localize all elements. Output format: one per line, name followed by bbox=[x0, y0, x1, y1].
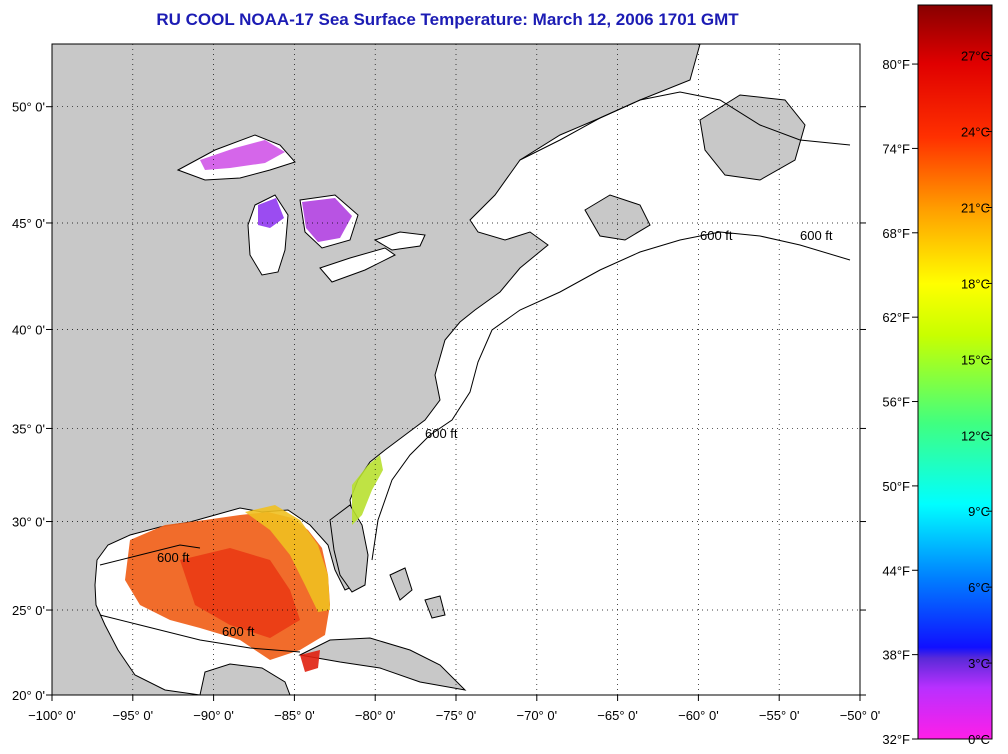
colorbar-celsius-scale: 27°C 24°C 21°C 18°C 15°C 12°C 9°C 6°C 3°C 0°C bbox=[961, 49, 992, 747]
lon-tick-label: −80° 0' bbox=[355, 708, 396, 723]
colorbar-c-label: 3°C bbox=[968, 656, 990, 671]
lon-tick-label: −90° 0' bbox=[193, 708, 234, 723]
land-newfoundland bbox=[699, 94, 806, 181]
lon-tick-label: −65° 0' bbox=[597, 708, 638, 723]
land-bahamas bbox=[389, 567, 446, 619]
sst-atlantic-coast bbox=[352, 455, 383, 525]
lat-tick-label: 20° 0' bbox=[12, 688, 45, 703]
colorbar-f-label: 50°F bbox=[882, 479, 910, 494]
contour-label-3: 600 ft bbox=[425, 426, 458, 441]
colorbar-f-label: 62°F bbox=[882, 310, 910, 325]
sst-west-florida-shelf bbox=[245, 505, 330, 612]
latitude-axis: 20° 0' 25° 0' 30° 0' 35° 0' 40° 0' 45° 0' 50° … bbox=[12, 100, 45, 703]
lat-tick-label: 30° 0' bbox=[12, 515, 45, 530]
lat-tick-label: 40° 0' bbox=[12, 322, 45, 337]
lake-ontario bbox=[373, 231, 426, 251]
colorbar-f-label: 56°F bbox=[882, 395, 910, 410]
isobath-600ft bbox=[99, 91, 851, 653]
colorbar-c-label: 18°C bbox=[961, 276, 990, 291]
colorbar-c-label: 24°C bbox=[961, 125, 990, 140]
lat-tick-label: 50° 0' bbox=[12, 100, 45, 115]
colorbar-f-label: 80°F bbox=[882, 57, 910, 72]
colorbar-c-label: 21°C bbox=[961, 200, 990, 215]
colorbar-f-label: 38°F bbox=[882, 648, 910, 663]
colorbar-c-label: 9°C bbox=[968, 504, 990, 519]
colorbar-f-label: 68°F bbox=[882, 226, 910, 241]
colorbar-c-label: 0°C bbox=[968, 732, 990, 747]
lon-tick-label: −75° 0' bbox=[436, 708, 477, 723]
lon-tick-label: −85° 0' bbox=[274, 708, 315, 723]
sst-cuba-strip bbox=[300, 650, 320, 672]
contour-label-5: 600 ft bbox=[800, 228, 833, 243]
colorbar: 80°F 74°F 68°F 62°F 56°F 50°F 44°F 38°F 32°F 27°… bbox=[882, 4, 993, 747]
sst-gulf-warm-core bbox=[180, 548, 300, 638]
lake-erie bbox=[319, 247, 396, 283]
colorbar-c-label: 12°C bbox=[961, 428, 990, 443]
contour-label-1: 600 ft bbox=[157, 550, 190, 565]
lon-tick-label: −100° 0' bbox=[28, 708, 76, 723]
lon-tick-label: −95° 0' bbox=[113, 708, 154, 723]
land-yucatan bbox=[199, 663, 291, 695]
map-frame bbox=[51, 43, 861, 696]
sst-lake-superior bbox=[200, 140, 285, 170]
colorbar-f-label: 44°F bbox=[882, 563, 910, 578]
sst-lake-huron bbox=[302, 198, 352, 242]
lat-tick-label: 35° 0' bbox=[12, 421, 45, 436]
contour-label-4: 600 ft bbox=[700, 228, 733, 243]
map-title: RU COOL NOAA-17 Sea Surface Temperature:… bbox=[156, 10, 739, 29]
colorbar-f-label: 32°F bbox=[882, 732, 910, 747]
graticule bbox=[46, 44, 866, 701]
lon-tick-label: −55° 0' bbox=[759, 708, 800, 723]
land-cuba bbox=[298, 637, 467, 691]
colorbar-c-label: 15°C bbox=[961, 352, 990, 367]
lon-tick-label: −50° 0' bbox=[840, 708, 881, 723]
longitude-axis: −100° 0' −95° 0' −90° 0' −85° 0' −80° 0' −75°… bbox=[28, 708, 880, 723]
lon-tick-label: −70° 0' bbox=[517, 708, 558, 723]
land-north-america bbox=[52, 44, 701, 695]
land-nova-scotia bbox=[584, 194, 651, 241]
colorbar-fahrenheit-scale: 80°F 74°F 68°F 62°F 56°F 50°F 44°F 38°F 32°F bbox=[882, 57, 918, 747]
colorbar-gradient bbox=[917, 4, 993, 740]
sst-lake-michigan bbox=[258, 198, 284, 228]
lat-tick-label: 25° 0' bbox=[12, 603, 45, 618]
colorbar-c-label: 6°C bbox=[968, 580, 990, 595]
colorbar-f-label: 74°F bbox=[882, 141, 910, 156]
colorbar-c-label: 27°C bbox=[961, 49, 990, 64]
lat-tick-label: 45° 0' bbox=[12, 216, 45, 231]
contour-label-2: 600 ft bbox=[222, 624, 255, 639]
lon-tick-label: −60° 0' bbox=[678, 708, 719, 723]
